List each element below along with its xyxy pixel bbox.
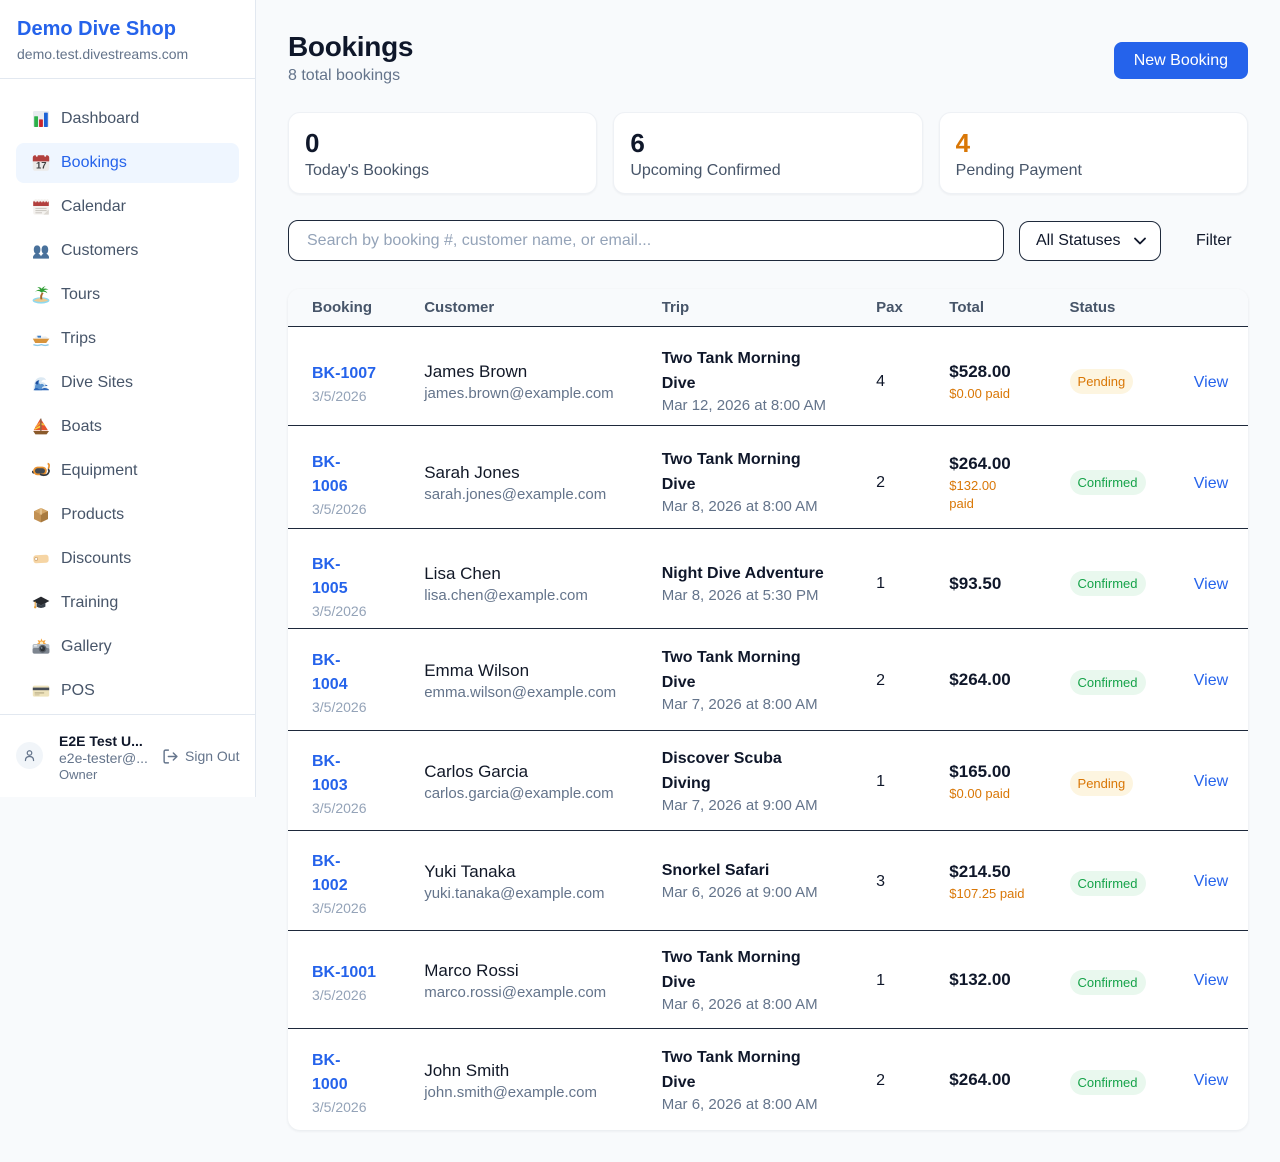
svg-text:17: 17 bbox=[36, 161, 47, 172]
